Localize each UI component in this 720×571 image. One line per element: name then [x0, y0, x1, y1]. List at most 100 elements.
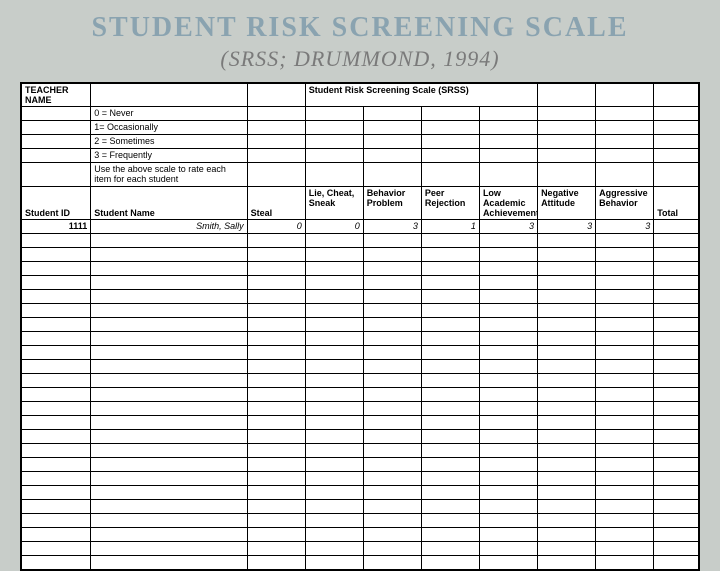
empty-cell [654, 234, 699, 248]
table-row [22, 248, 699, 262]
scale-3: 3 = Frequently [91, 149, 247, 163]
empty-cell [654, 402, 699, 416]
empty-cell [363, 430, 421, 444]
empty-cell [91, 304, 247, 318]
empty-cell [596, 556, 654, 570]
sample-peer: 1 [421, 220, 479, 234]
empty-cell [421, 500, 479, 514]
empty-cell [421, 458, 479, 472]
scale-row-1: 1= Occasionally [22, 121, 699, 135]
col-steal: Steal [247, 187, 305, 220]
empty-cell [363, 528, 421, 542]
empty-cell [305, 556, 363, 570]
empty-cell [421, 346, 479, 360]
empty-cell [479, 318, 537, 332]
empty-cell [305, 430, 363, 444]
scale-row-3: 3 = Frequently [22, 149, 699, 163]
empty-cell [247, 262, 305, 276]
empty-cell [479, 430, 537, 444]
empty-cell [654, 444, 699, 458]
empty-cell [479, 276, 537, 290]
empty-cell [421, 248, 479, 262]
empty-cell [596, 542, 654, 556]
empty-cell [654, 472, 699, 486]
table-row [22, 402, 699, 416]
empty-cell [654, 388, 699, 402]
table-row [22, 556, 699, 570]
empty-cell [305, 360, 363, 374]
teacher-name-label: TEACHER NAME [22, 84, 91, 107]
table-row [22, 458, 699, 472]
empty-cell [91, 234, 247, 248]
empty-cell [538, 542, 596, 556]
empty-cell [596, 514, 654, 528]
empty-cell [91, 486, 247, 500]
empty-cell [247, 290, 305, 304]
empty-cell [479, 304, 537, 318]
empty-cell [538, 290, 596, 304]
empty-cell [479, 374, 537, 388]
empty-cell [363, 486, 421, 500]
empty-cell [363, 402, 421, 416]
sample-academic: 3 [479, 220, 537, 234]
table-row [22, 430, 699, 444]
empty-cell [596, 332, 654, 346]
empty-cell [538, 444, 596, 458]
empty-cell [654, 416, 699, 430]
empty-cell [22, 458, 91, 472]
empty-cell [247, 500, 305, 514]
col-peer: Peer Rejection [421, 187, 479, 220]
empty-cell [421, 374, 479, 388]
empty-cell [538, 374, 596, 388]
empty-cell [363, 276, 421, 290]
empty-cell [479, 388, 537, 402]
empty-cell [596, 472, 654, 486]
empty-cell [538, 514, 596, 528]
table-row [22, 542, 699, 556]
empty-cell [596, 318, 654, 332]
empty-cell [305, 402, 363, 416]
empty-cell [305, 542, 363, 556]
empty-cell [305, 234, 363, 248]
empty-cell [421, 402, 479, 416]
empty-cell [363, 304, 421, 318]
table-row [22, 416, 699, 430]
empty-cell [22, 500, 91, 514]
empty-cell [538, 388, 596, 402]
empty-cell [22, 542, 91, 556]
empty-cell [22, 514, 91, 528]
empty-cell [479, 486, 537, 500]
empty-cell [22, 234, 91, 248]
empty-cell [421, 360, 479, 374]
empty-cell [654, 318, 699, 332]
empty-cell [654, 430, 699, 444]
empty-cell [247, 346, 305, 360]
table-row [22, 332, 699, 346]
empty-cell [22, 486, 91, 500]
empty-cell [22, 248, 91, 262]
empty-cell [247, 556, 305, 570]
sample-row: 1111 Smith, Sally 0 0 3 1 3 3 3 [22, 220, 699, 234]
empty-cell [363, 416, 421, 430]
empty-cell [363, 360, 421, 374]
empty-cell [479, 234, 537, 248]
empty-cell [538, 304, 596, 318]
empty-cell [421, 416, 479, 430]
empty-cell [538, 332, 596, 346]
empty-cell [305, 388, 363, 402]
empty-cell [421, 332, 479, 346]
empty-cell [421, 444, 479, 458]
empty-cell [22, 262, 91, 276]
empty-cell [479, 472, 537, 486]
empty-cell [247, 430, 305, 444]
empty-cell [363, 234, 421, 248]
sample-total [654, 220, 699, 234]
empty-cell [22, 416, 91, 430]
empty-cell [479, 500, 537, 514]
empty-cell [305, 332, 363, 346]
table-row [22, 276, 699, 290]
empty-cell [363, 444, 421, 458]
empty-cell [247, 276, 305, 290]
srss-header: Student Risk Screening Scale (SRSS) [305, 84, 537, 107]
empty-cell [538, 276, 596, 290]
